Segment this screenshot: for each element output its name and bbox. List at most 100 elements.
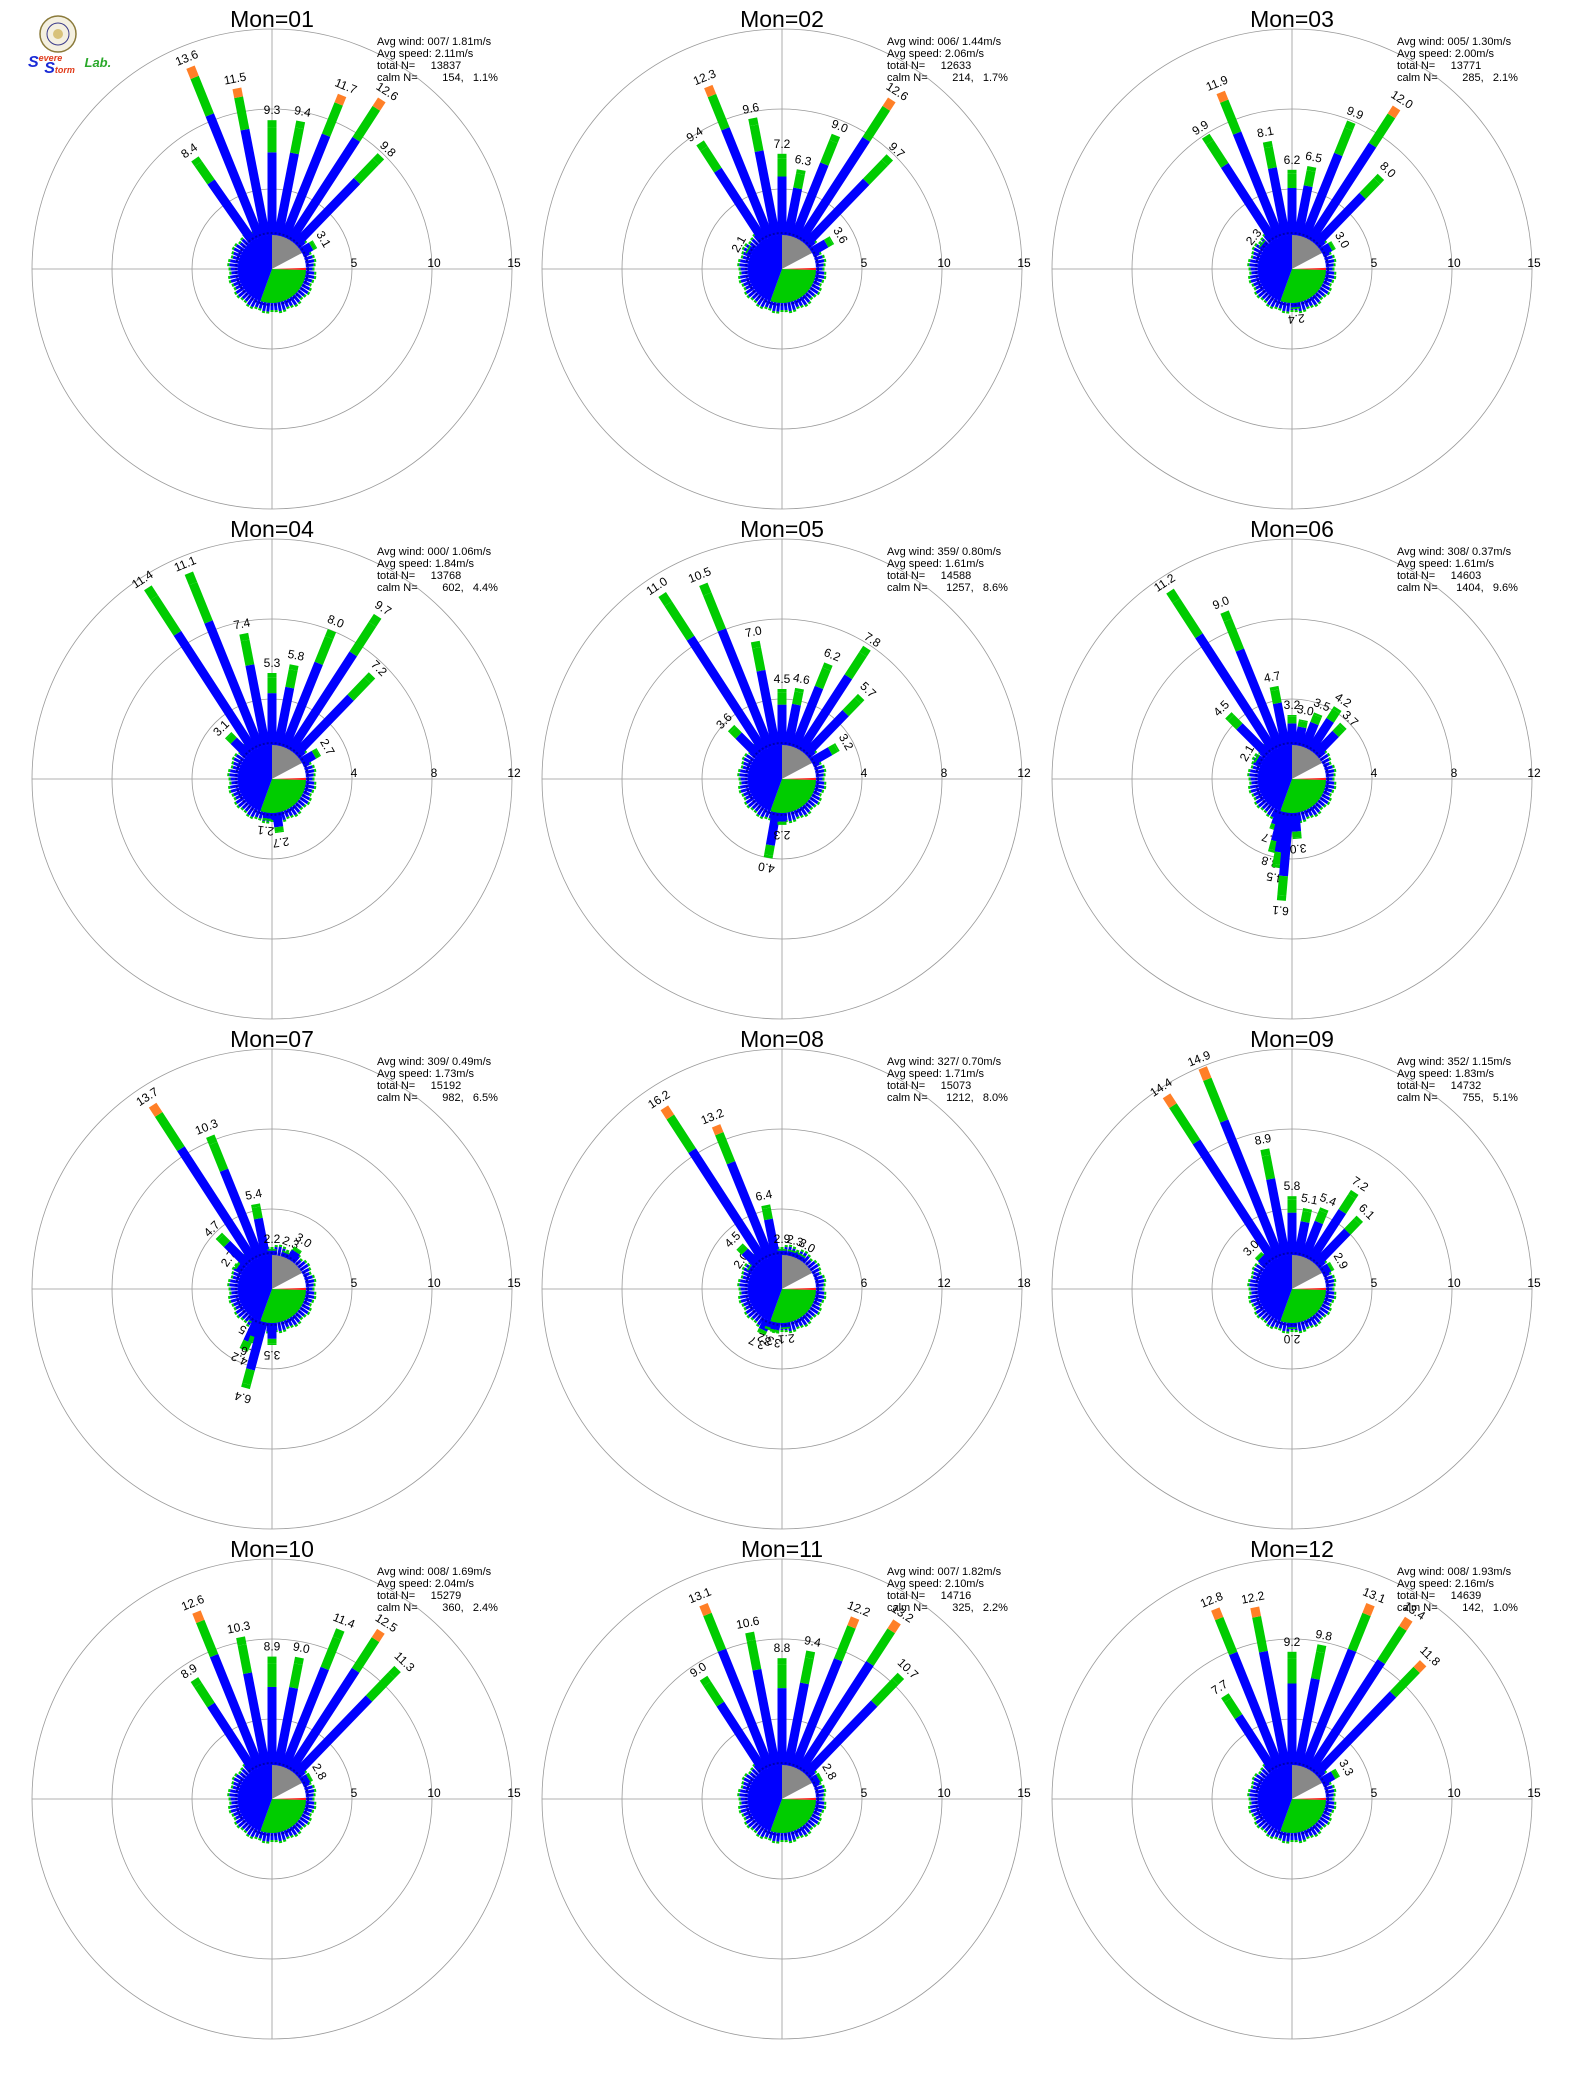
minor-direction-bar-tip xyxy=(1317,1320,1322,1325)
stat-percent: 5.1% xyxy=(1483,1092,1518,1104)
wind-bar-mid-speed xyxy=(1326,1262,1334,1272)
wind-bar-value-label: 2.9 xyxy=(774,1232,791,1246)
panel-title: Mon=05 xyxy=(740,516,824,542)
wind-bar-value-label: 5.4 xyxy=(244,1186,263,1203)
minor-direction-bar-tip xyxy=(1319,296,1324,301)
wind-bar-mid-speed xyxy=(729,726,742,739)
stat-label: Avg wind: xyxy=(377,1056,425,1068)
wind-bar-low-speed xyxy=(1312,192,1366,248)
wind-bar-mid-speed xyxy=(1327,241,1336,251)
wind-bar-mid-speed xyxy=(1332,724,1345,737)
wind-bar-mid-speed xyxy=(1338,1194,1356,1214)
minor-direction-bar-tip xyxy=(813,1259,818,1264)
wind-bar-high-speed xyxy=(1220,610,1233,622)
panel-stats: Avg wind: 359/ 0.80m/s Avg speed: 1.61m/s… xyxy=(887,546,1008,594)
core-wedge-calm xyxy=(272,235,303,269)
minor-direction-bar-tip xyxy=(245,813,250,818)
minor-direction-bar-tip xyxy=(286,816,290,820)
minor-direction-bar-tip xyxy=(1310,1834,1314,1839)
minor-direction-bar-tip xyxy=(1326,752,1331,757)
core-wedge-mid xyxy=(260,269,306,303)
radial-tick-label: 10 xyxy=(1447,1786,1461,1800)
minor-direction-bar-tip xyxy=(1302,1329,1307,1333)
panel-stats: Avg wind: 309/ 0.49m/s Avg speed: 1.73m/s… xyxy=(377,1056,498,1104)
minor-direction-bar-tip xyxy=(243,1829,248,1834)
core-wedge-mid xyxy=(770,269,816,303)
wind-bar-mid-speed xyxy=(234,1260,242,1270)
stat-calm-n: calm N= 602, 4.4% xyxy=(377,582,498,594)
wind-bar-mid-speed xyxy=(237,1644,252,1675)
seal-center xyxy=(53,29,63,39)
wind-bar-high-speed xyxy=(334,93,347,106)
stat-label: calm N= xyxy=(887,1092,928,1104)
wind-bar-low-speed xyxy=(1235,648,1284,750)
wind-bar-high-speed xyxy=(239,632,250,642)
stat-value: 1.71m/s xyxy=(941,1068,985,1080)
panel-stats: Avg wind: 000/ 1.06m/s Avg speed: 1.84m/s… xyxy=(377,546,498,594)
minor-direction-bar-tip xyxy=(750,297,754,301)
radial-tick-label: 10 xyxy=(937,1786,951,1800)
stat-label: total N= xyxy=(887,1590,926,1602)
minor-direction-bar-tip xyxy=(233,1821,238,1826)
minor-direction-bar-tip xyxy=(234,243,238,247)
wind-bar-value-label: 5.8 xyxy=(1284,1179,1301,1193)
wind-bar-value-label: 3.0 xyxy=(1296,702,1315,719)
core-dotted-ring xyxy=(745,742,819,816)
minor-direction-bar-tip xyxy=(228,280,232,284)
wind-bar-mid-speed xyxy=(1389,1666,1420,1698)
radial-tick-label: 15 xyxy=(1017,1786,1031,1800)
stat-percent: 6.5% xyxy=(463,1092,498,1104)
minor-direction-bar-tip xyxy=(299,806,304,811)
minor-direction-bar-tip xyxy=(311,279,315,284)
stat-percent: 8.6% xyxy=(973,582,1008,594)
minor-direction-bar-tip xyxy=(238,1770,242,1775)
wind-bar-value-label: 7.0 xyxy=(744,623,763,640)
radial-tick-label: 5 xyxy=(861,1786,868,1800)
minor-direction-bar-tip xyxy=(1278,1838,1282,1841)
core-wedge-mid xyxy=(1280,1289,1326,1323)
minor-direction-bar-tip xyxy=(755,813,760,818)
wind-rose-svg: 6 12 182.04.516.213.26.42.92.33.03.73.23.3… xyxy=(541,1048,1031,1530)
core-wedge-calm xyxy=(782,235,813,269)
radial-tick-label: 10 xyxy=(427,256,441,270)
wind-bar-low-speed xyxy=(280,1666,329,1770)
minor-direction-bar-tip xyxy=(1253,286,1257,291)
wind-bar-low-speed xyxy=(765,1319,776,1329)
stat-label: Avg speed: xyxy=(887,558,942,570)
stat-avg-wind: Avg wind: 006/ 1.44m/s xyxy=(887,36,1008,48)
core-wedge-calm xyxy=(272,1255,303,1289)
wind-bar-mid-speed xyxy=(866,1628,896,1666)
minor-direction-bar-tip xyxy=(1328,761,1332,765)
minor-direction-bar-tip xyxy=(233,1816,237,1821)
stat-value: 007/ 1.82m/s xyxy=(934,1566,1002,1578)
logo-word-torm: torm xyxy=(54,65,75,75)
wind-bar-low-speed xyxy=(1306,142,1377,243)
minor-direction-bar-tip xyxy=(1253,291,1258,296)
stat-percent: 2.1% xyxy=(1483,72,1518,84)
stat-label: Avg wind: xyxy=(887,1056,935,1068)
minor-direction-bar-tip xyxy=(796,306,800,310)
wind-bar-low-speed xyxy=(786,1250,797,1258)
wind-bar-value-label: 8.0 xyxy=(325,612,346,631)
minor-direction-bar-tip xyxy=(1319,806,1324,811)
minor-direction-bar-tip xyxy=(741,756,745,761)
radial-tick-label: 12 xyxy=(1017,766,1031,780)
wind-bar-high-speed xyxy=(1211,1607,1224,1621)
minor-direction-bar-tip xyxy=(1323,1259,1328,1264)
wind-bar-high-speed xyxy=(1162,1093,1177,1109)
stat-label: calm N= xyxy=(1397,72,1438,84)
minor-direction-bar-tip xyxy=(1274,1836,1278,1840)
minor-direction-bar-tip xyxy=(796,1326,800,1330)
minor-direction-bar-tip xyxy=(807,1830,812,1835)
wind-rose-svg: 5 10 158.413.611.59.3 9.411.7 12.69.83.1 xyxy=(31,28,521,510)
minor-direction-bar-tip xyxy=(744,753,748,757)
minor-direction-bar-tip xyxy=(240,1767,244,1771)
minor-direction-bar-tip xyxy=(1328,1307,1332,1312)
minor-direction-bar-tip xyxy=(1260,1317,1264,1321)
minor-direction-bar-tip xyxy=(800,814,804,819)
minor-direction-bar-tip xyxy=(818,287,822,292)
minor-direction-bar-tip xyxy=(792,1246,797,1250)
minor-direction-bar-tip xyxy=(1269,816,1274,820)
wind-bar-low-speed xyxy=(784,703,801,747)
wind-bar-low-speed xyxy=(286,1667,360,1773)
